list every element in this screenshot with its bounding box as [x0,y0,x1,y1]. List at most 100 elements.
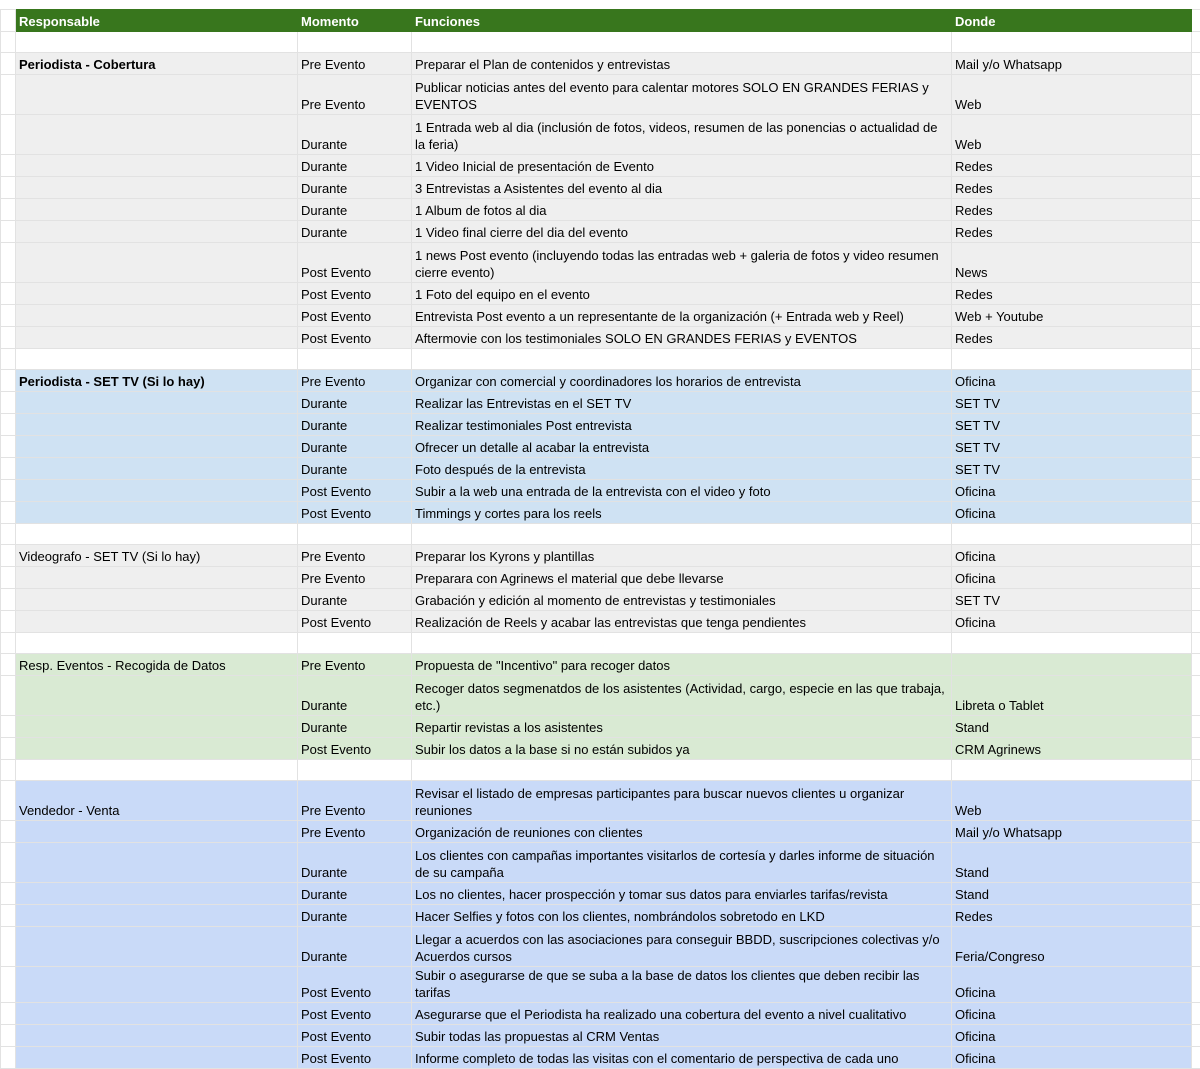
momento-cell[interactable]: Pre Evento [298,370,412,392]
responsable-cell[interactable] [16,177,298,199]
momento-cell[interactable]: Pre Evento [298,781,412,821]
empty-cell[interactable] [412,524,952,545]
momento-cell[interactable]: Pre Evento [298,567,412,589]
donde-cell[interactable]: Web + Youtube [952,305,1192,327]
funciones-cell[interactable]: Ofrecer un detalle al acabar la entrevis… [412,436,952,458]
funciones-cell[interactable]: 1 Foto del equipo en el evento [412,283,952,305]
responsable-cell[interactable] [16,676,298,716]
momento-cell[interactable]: Pre Evento [298,821,412,843]
donde-cell[interactable]: Oficina [952,1025,1192,1047]
responsable-cell[interactable] [16,115,298,155]
momento-cell[interactable]: Durante [298,716,412,738]
funciones-cell[interactable]: Realización de Reels y acabar las entrev… [412,611,952,633]
donde-cell[interactable]: Stand [952,883,1192,905]
empty-cell[interactable] [952,524,1192,545]
empty-cell[interactable] [952,32,1192,53]
momento-cell[interactable]: Pre Evento [298,545,412,567]
empty-cell[interactable] [412,633,952,654]
responsable-cell[interactable] [16,589,298,611]
responsable-cell[interactable]: Resp. Eventos - Recogida de Datos [16,654,298,676]
momento-cell[interactable]: Durante [298,843,412,883]
responsable-cell[interactable] [16,716,298,738]
empty-cell[interactable] [952,633,1192,654]
donde-cell[interactable]: Redes [952,283,1192,305]
responsable-cell[interactable] [16,283,298,305]
momento-cell[interactable]: Post Evento [298,243,412,283]
donde-cell[interactable]: Oficina [952,370,1192,392]
donde-cell[interactable]: Oficina [952,1003,1192,1025]
funciones-cell[interactable]: 1 news Post evento (incluyendo todas las… [412,243,952,283]
donde-cell[interactable]: Redes [952,327,1192,349]
momento-cell[interactable]: Post Evento [298,1047,412,1069]
responsable-cell[interactable] [16,967,298,1003]
donde-cell[interactable]: Mail y/o Whatsapp [952,821,1192,843]
donde-cell[interactable]: Web [952,115,1192,155]
funciones-cell[interactable]: Preparar el Plan de contenidos y entrevi… [412,53,952,75]
donde-cell[interactable]: Stand [952,716,1192,738]
funciones-cell[interactable]: 1 Album de fotos al dia [412,199,952,221]
empty-cell[interactable] [412,349,952,370]
responsable-cell[interactable]: Vendedor - Venta [16,781,298,821]
responsable-cell[interactable] [16,221,298,243]
responsable-cell[interactable]: Periodista - SET TV (Si lo hay) [16,370,298,392]
momento-cell[interactable]: Durante [298,883,412,905]
donde-cell[interactable]: CRM Agrinews [952,738,1192,760]
donde-cell[interactable]: Libreta o Tablet [952,676,1192,716]
empty-cell[interactable] [298,32,412,53]
donde-cell[interactable]: Web [952,781,1192,821]
empty-cell[interactable] [298,633,412,654]
momento-cell[interactable]: Durante [298,927,412,967]
responsable-cell[interactable] [16,305,298,327]
momento-cell[interactable]: Durante [298,221,412,243]
funciones-cell[interactable]: Los clientes con campañas importantes vi… [412,843,952,883]
momento-cell[interactable]: Durante [298,905,412,927]
momento-cell[interactable]: Post Evento [298,327,412,349]
donde-cell[interactable]: Redes [952,155,1192,177]
donde-cell[interactable]: Web [952,75,1192,115]
donde-cell[interactable]: Oficina [952,502,1192,524]
funciones-cell[interactable]: Grabación y edición al momento de entrev… [412,589,952,611]
empty-cell[interactable] [16,760,298,781]
empty-cell[interactable] [298,760,412,781]
funciones-cell[interactable]: 1 Video final cierre del dia del evento [412,221,952,243]
empty-cell[interactable] [16,349,298,370]
responsable-cell[interactable] [16,327,298,349]
responsable-cell[interactable] [16,392,298,414]
responsable-cell[interactable] [16,1047,298,1069]
funciones-cell[interactable]: Revisar el listado de empresas participa… [412,781,952,821]
donde-cell[interactable]: SET TV [952,392,1192,414]
donde-cell[interactable]: SET TV [952,436,1192,458]
responsable-cell[interactable] [16,821,298,843]
responsable-cell[interactable] [16,611,298,633]
donde-cell[interactable]: Mail y/o Whatsapp [952,53,1192,75]
funciones-cell[interactable]: Hacer Selfies y fotos con los clientes, … [412,905,952,927]
funciones-cell[interactable]: Aftermovie con los testimoniales SOLO EN… [412,327,952,349]
funciones-cell[interactable]: Preparara con Agrinews el material que d… [412,567,952,589]
responsable-cell[interactable] [16,75,298,115]
donde-cell[interactable]: Oficina [952,611,1192,633]
momento-cell[interactable]: Post Evento [298,305,412,327]
momento-cell[interactable]: Post Evento [298,283,412,305]
funciones-cell[interactable]: Asegurarse que el Periodista ha realizad… [412,1003,952,1025]
donde-cell[interactable]: Oficina [952,567,1192,589]
responsable-cell[interactable] [16,883,298,905]
donde-cell[interactable]: SET TV [952,458,1192,480]
responsable-cell[interactable] [16,199,298,221]
funciones-cell[interactable]: Propuesta de "Incentivo" para recoger da… [412,654,952,676]
donde-cell[interactable]: Oficina [952,1047,1192,1069]
funciones-cell[interactable]: Repartir revistas a los asistentes [412,716,952,738]
donde-cell[interactable]: Oficina [952,545,1192,567]
funciones-cell[interactable]: Organizar con comercial y coordinadores … [412,370,952,392]
responsable-cell[interactable] [16,458,298,480]
momento-cell[interactable]: Post Evento [298,1025,412,1047]
responsable-cell[interactable] [16,243,298,283]
funciones-cell[interactable]: Subir los datos a la base si no están su… [412,738,952,760]
momento-cell[interactable]: Post Evento [298,611,412,633]
responsable-cell[interactable] [16,414,298,436]
empty-cell[interactable] [16,633,298,654]
header-funciones[interactable]: Funciones [412,10,952,32]
responsable-cell[interactable] [16,738,298,760]
funciones-cell[interactable]: Publicar noticias antes del evento para … [412,75,952,115]
funciones-cell[interactable]: Realizar testimoniales Post entrevista [412,414,952,436]
header-responsable[interactable]: Responsable [16,10,298,32]
